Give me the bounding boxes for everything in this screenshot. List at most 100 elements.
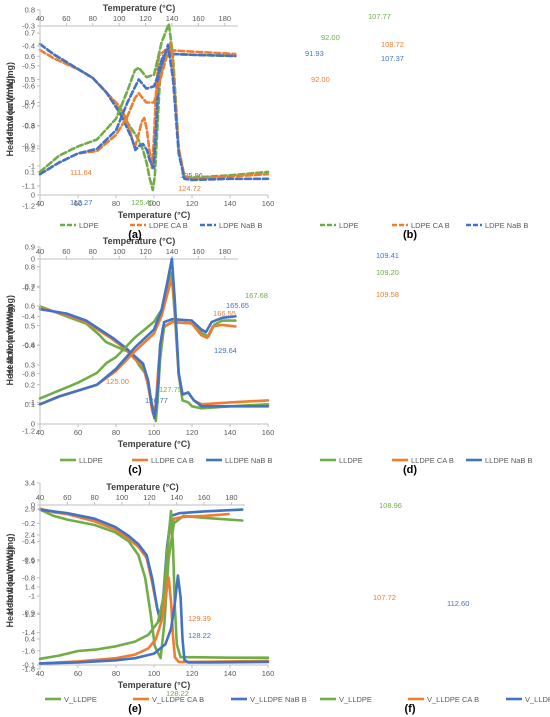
- data-label: 112.27: [70, 198, 92, 207]
- data-label: 165.65: [226, 301, 249, 310]
- data-label: 92.00: [311, 75, 330, 84]
- data-label: 92.00: [321, 33, 340, 42]
- data-label: 129.64: [214, 346, 237, 355]
- y-tick-label: 0.1: [25, 400, 35, 409]
- data-label: 108.72: [381, 40, 404, 49]
- series-line-ldpe-nab-b: [38, 43, 270, 182]
- panel-f: (f) 40 60 80 100 120 140 160 -0.1 0.4 0.9 1.4 1.9 2.…: [5, 479, 550, 715]
- x-tick-label: 60: [62, 247, 70, 256]
- series-line-v-lldpe-ca-b: [38, 507, 230, 616]
- series-line-ldpe-nab-b: [38, 42, 237, 170]
- series-line-v-lldpe: [38, 509, 270, 661]
- y-tick-label: 0.1: [25, 167, 35, 176]
- x-tick-label: 140: [224, 669, 237, 678]
- y-tick-label: -0.2: [22, 519, 35, 528]
- y-tick-label: 3.4: [25, 479, 35, 488]
- data-label: 108.96: [379, 501, 402, 510]
- x-axis-title: Temperature (°C): [118, 439, 190, 449]
- legend-entry: V_LLDPE NaB B: [525, 695, 550, 704]
- x-tick-label: 140: [166, 247, 179, 256]
- legend-entry: LLDPE: [79, 456, 103, 465]
- panel-d-label: (d): [403, 464, 417, 476]
- y-tick-label: -0.4: [22, 537, 35, 546]
- x-tick-label: 40: [36, 199, 44, 208]
- y-tick-label: -0.3: [22, 22, 35, 31]
- x-tick-label: 120: [186, 669, 199, 678]
- x-axis-title: Temperature (°C): [103, 3, 175, 13]
- legend-entry: LDPE CA B: [411, 221, 450, 230]
- x-tick-label: 80: [112, 669, 120, 678]
- x-axis-title: Temperature (°C): [118, 680, 190, 690]
- x-tick-label: 180: [219, 14, 232, 23]
- x-tick-label: 80: [112, 428, 120, 437]
- y-tick-label: 0.8: [25, 6, 35, 15]
- legend-entry: V_LLDPE: [339, 695, 372, 704]
- x-tick-label: 120: [143, 493, 156, 502]
- y-tick-label: -0.7: [22, 102, 35, 111]
- y-tick-label: -0.4: [22, 42, 35, 51]
- y-tick-label: -1.6: [22, 646, 35, 655]
- series-line-ldpe-ca-b: [38, 48, 237, 170]
- x-tick-label: 120: [139, 14, 152, 23]
- x-tick-label: 120: [186, 428, 199, 437]
- y-tick-label: 0: [31, 501, 35, 510]
- y-tick-label: 0.4: [25, 341, 35, 350]
- x-tick-label: 80: [89, 247, 97, 256]
- data-label: 125.45: [131, 198, 154, 207]
- legend-entry: LLDPE NaB B: [485, 456, 533, 465]
- x-axis-title: Temperature (°C): [118, 210, 190, 220]
- y-tick-label: -0.4: [22, 312, 35, 321]
- y-axis-title: Heat flow (mW/mg): [5, 534, 15, 615]
- y-tick-label: 0.5: [25, 75, 35, 84]
- y-tick-label: 0.2: [25, 144, 35, 153]
- y-tick-label: -0.8: [22, 369, 35, 378]
- panel-f-label: (f): [405, 703, 416, 715]
- x-tick-label: 80: [90, 493, 98, 502]
- y-tick-label: -0.6: [22, 341, 35, 350]
- legend-entry: V_LLDPE NaB B: [250, 695, 307, 704]
- y-axis-title: Heat flow (mW/mg): [5, 547, 15, 628]
- x-tick-label: 160: [262, 428, 275, 437]
- panel-c-label: (c): [128, 464, 142, 476]
- y-tick-label: -0.8: [22, 573, 35, 582]
- y-tick-label: 0.3: [25, 121, 35, 130]
- x-tick-label: 100: [113, 247, 126, 256]
- series-line-ldpe-ca-b: [38, 41, 270, 181]
- x-tick-label: 100: [116, 493, 129, 502]
- legend-entry: LLDPE CA B: [411, 456, 454, 465]
- data-label: 124.72: [178, 184, 201, 193]
- series-line-v-lldpe-nab-b: [38, 508, 244, 623]
- series-line-v-lldpe-nab-b: [38, 574, 270, 665]
- y-tick-label: 0.3: [25, 361, 35, 370]
- y-axis-title: Heat flow (mW/mg): [5, 62, 15, 143]
- x-tick-label: 180: [225, 493, 238, 502]
- data-label: 127.75: [159, 385, 182, 394]
- x-tick-label: 100: [148, 428, 161, 437]
- legend-entry: LDPE NaB B: [219, 221, 262, 230]
- legend-entry: LLDPE: [339, 456, 363, 465]
- panel-b: (b) 40 60 80 100 120 140 160 0 0.1 0.2 0.3 0.4 0.5 0.…: [5, 6, 528, 241]
- y-tick-label: -1.8: [22, 665, 35, 674]
- y-tick-label: 0.7: [25, 29, 35, 38]
- panel-a-label: (a): [128, 229, 142, 241]
- x-tick-label: 120: [186, 199, 199, 208]
- x-tick-label: 40: [36, 669, 44, 678]
- y-tick-label: -0.5: [22, 62, 35, 71]
- y-tick-label: 0.6: [25, 52, 35, 61]
- data-label: 107.72: [373, 593, 396, 602]
- x-tick-label: 60: [74, 199, 82, 208]
- data-label: 167.68: [245, 291, 268, 300]
- legend-entry: V_LLDPE CA B: [152, 695, 204, 704]
- y-tick-label: 0.8: [25, 262, 35, 271]
- x-tick-label: 80: [89, 14, 97, 23]
- x-axis-title: Temperature (°C): [103, 236, 175, 246]
- y-tick-label: 0.5: [25, 321, 35, 330]
- data-label: 109.58: [376, 290, 399, 299]
- series-line-lldpe-ca-b: [38, 306, 237, 418]
- x-tick-label: 40: [36, 428, 44, 437]
- data-label: 128.22: [188, 631, 211, 640]
- data-label: 166.55: [213, 309, 236, 318]
- panel-c: (c) 40 60 80 100 120 140 160 180 0 -0.2 -0.4 -0.6 -0…: [5, 236, 273, 476]
- x-tick-label: 80: [112, 199, 120, 208]
- y-tick-label: -1.1: [22, 182, 35, 191]
